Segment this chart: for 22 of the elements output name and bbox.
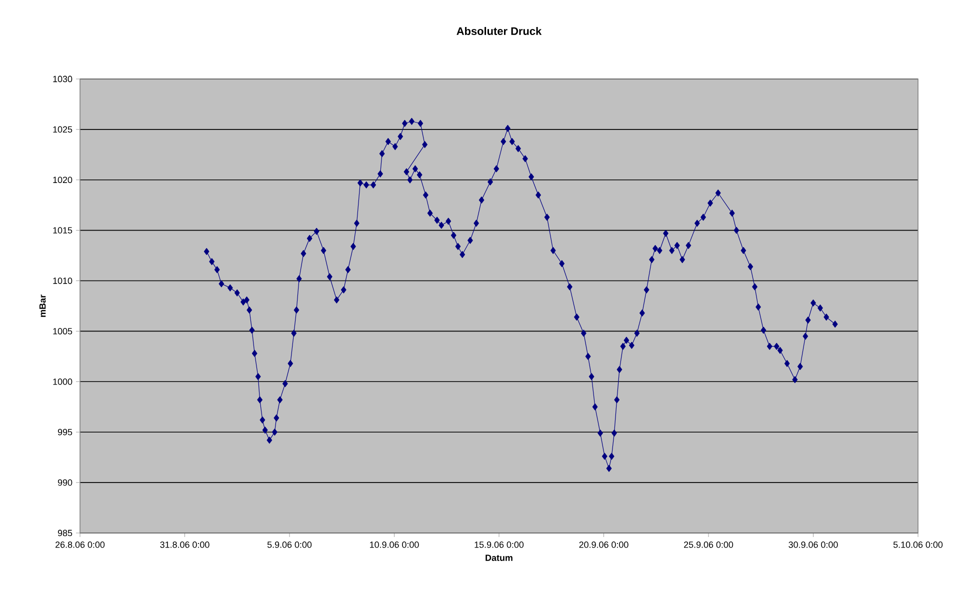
y-tick-label: 985 <box>58 530 72 536</box>
x-tick-label: 5.9.06 0:00 <box>267 542 312 548</box>
y-tick-label: 1000 <box>53 378 72 385</box>
y-tick-label: 1020 <box>53 176 72 184</box>
y-tick-label: 1015 <box>53 227 72 234</box>
x-axis-title: Datum <box>486 554 512 561</box>
y-tick-label: 1025 <box>53 126 72 133</box>
x-tick-label: 26.8.06 0:00 <box>56 542 105 548</box>
x-tick-label: 10.9.06 0:00 <box>370 542 419 548</box>
x-tick-label: 15.9.06 0:00 <box>474 542 524 548</box>
x-tick-label: 5.10.06 0:00 <box>893 542 943 548</box>
y-tick-label: 1010 <box>53 278 72 284</box>
x-tick-label: 25.9.06 0:00 <box>684 542 734 548</box>
chart-title: Absoluter Druck <box>456 26 542 36</box>
x-tick-label: 31.8.06 0:00 <box>160 542 210 548</box>
y-tick-label: 1005 <box>53 328 72 334</box>
y-axis-title: mBar <box>39 294 46 317</box>
y-tick-label: 1030 <box>53 76 72 82</box>
y-tick-label: 995 <box>58 428 72 436</box>
x-tick-label: 30.9.06 0:00 <box>788 542 838 548</box>
y-tick-label: 990 <box>58 479 72 486</box>
x-tick-label: 20.9.06 0:00 <box>579 542 628 548</box>
